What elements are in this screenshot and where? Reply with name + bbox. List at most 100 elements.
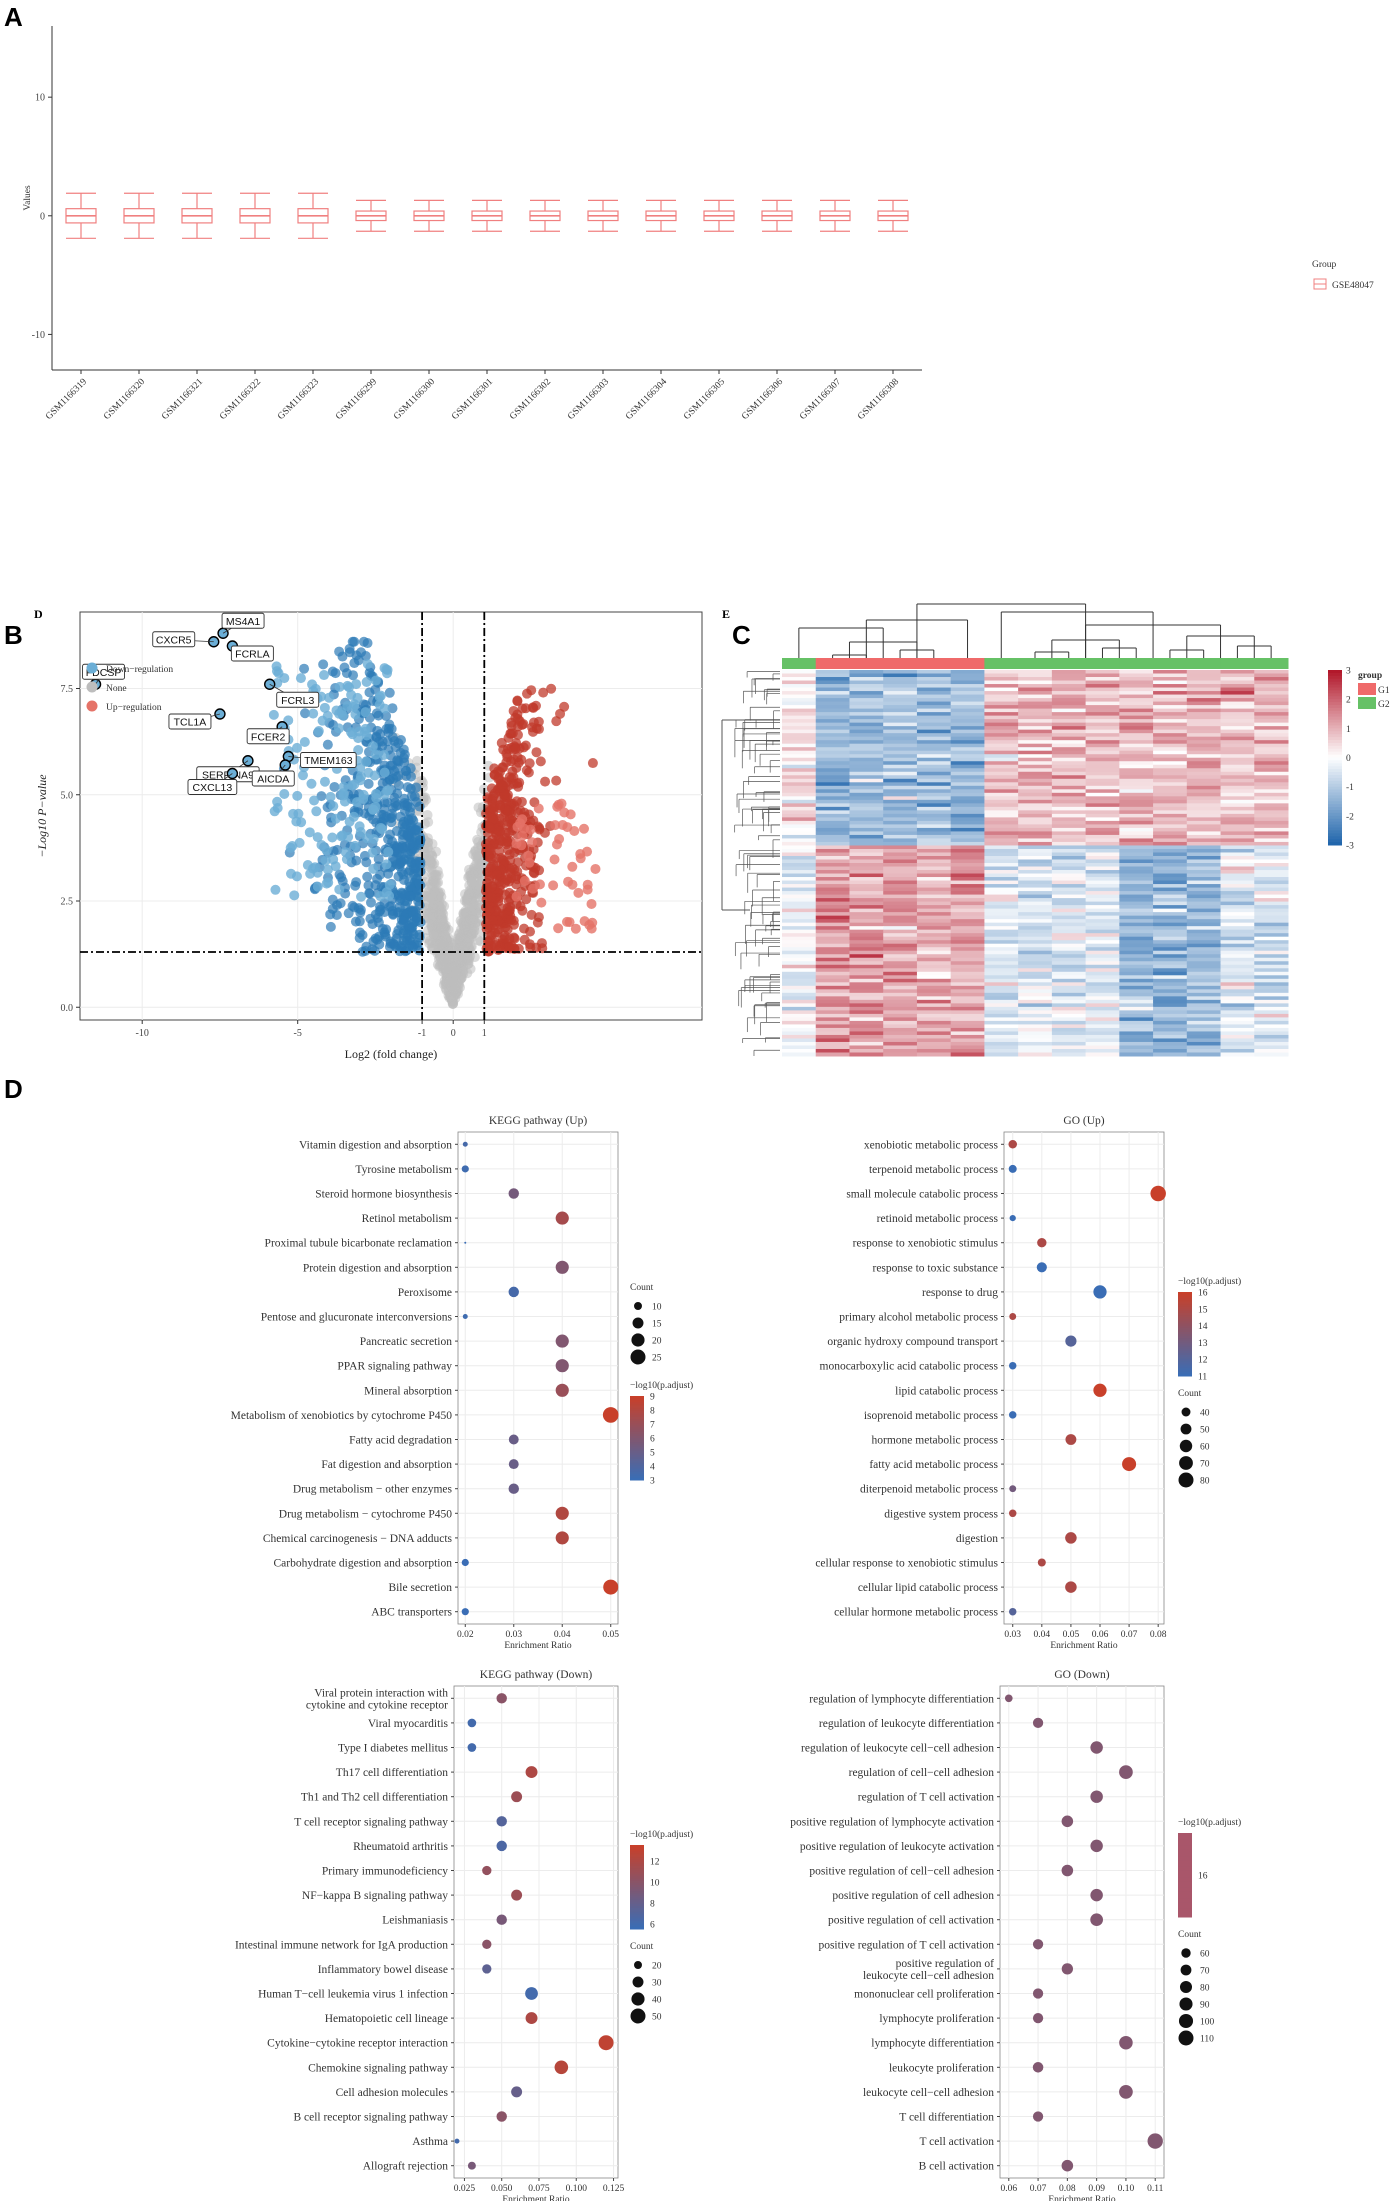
heatmap-cell: [883, 859, 918, 864]
heatmap-cell: [1085, 799, 1120, 804]
heatmap-cell: [782, 740, 817, 745]
heatmap-cell: [849, 901, 884, 906]
category-label: Tyrosine metabolism: [355, 1164, 452, 1176]
heatmap-cell: [815, 708, 850, 713]
category-label: retinoid metabolic process: [877, 1213, 999, 1225]
heatmap-cell: [782, 877, 817, 882]
heatmap-cell: [883, 708, 918, 713]
heatmap-cell: [849, 743, 884, 748]
heatmap-cell: [1220, 701, 1255, 706]
heatmap-cell: [782, 919, 817, 924]
heatmap-cell: [1051, 701, 1087, 706]
heatmap-cell: [1153, 1031, 1188, 1036]
heatmap-cell: [1153, 1017, 1188, 1022]
heatmap-cell: [883, 985, 918, 990]
point-up: [517, 905, 528, 916]
x-tick-label: 0.11: [1147, 2184, 1164, 2194]
heatmap-cell: [1220, 940, 1255, 945]
heatmap-cell: [984, 694, 1019, 699]
panel-letter-a: A: [4, 2, 23, 32]
heatmap-cell: [782, 999, 817, 1004]
heatmap-cell: [1153, 989, 1188, 994]
heatmap-cell: [883, 912, 918, 917]
heatmap-cell: [1186, 715, 1222, 720]
heatmap-cell: [916, 757, 952, 762]
heatmap-cell: [815, 1013, 850, 1018]
category-label: terpenoid metabolic process: [869, 1164, 999, 1176]
heatmap-cell: [1051, 855, 1087, 860]
heatmap-cell: [782, 782, 817, 787]
heatmap-cell: [849, 715, 884, 720]
point-up: [559, 701, 570, 712]
dot-drug-metabolism-−-other-enzymes: [508, 1483, 519, 1494]
heatmap-cell: [1051, 901, 1087, 906]
heatmap-cell: [1220, 778, 1255, 783]
heatmap-cell: [1220, 824, 1255, 829]
size-legend-label: 15: [652, 1320, 662, 1330]
dot-chemical-carcinogenesis-−-dna-adducts: [555, 1531, 569, 1545]
legend-key: [86, 681, 98, 693]
legend-label: Up−regulation: [106, 703, 162, 713]
group-bar-cell: [1186, 658, 1222, 669]
heatmap-cell: [950, 873, 985, 878]
point-down: [321, 845, 332, 856]
point-down: [318, 670, 329, 681]
heatmap-cell: [984, 996, 1019, 1001]
dot-th17-cell-differentiation: [525, 1766, 538, 1779]
heatmap-cell: [782, 870, 817, 875]
heatmap-cell: [1254, 884, 1289, 889]
scale-step: [1328, 818, 1342, 823]
dot-response-to-xenobiotic-stimulus: [1037, 1238, 1047, 1248]
heatmap-cell: [815, 757, 850, 762]
category-label: T cell receptor signaling pathway: [294, 1816, 448, 1828]
heatmap-cell: [916, 863, 952, 868]
heatmap-cell: [1220, 698, 1255, 703]
dot-type-i-diabetes-mellitus: [467, 1743, 477, 1752]
heatmap-cell: [849, 898, 884, 903]
heatmap-cell: [1018, 884, 1053, 889]
heatmap-cell: [984, 950, 1019, 955]
heatmap-cell: [849, 736, 884, 741]
heatmap-cell: [1018, 810, 1053, 815]
heatmap-cell: [782, 1013, 817, 1018]
point-none: [469, 952, 480, 963]
point-up: [501, 748, 512, 759]
point-down: [355, 771, 366, 782]
heatmap-cell: [782, 708, 817, 713]
heatmap-cell: [1018, 1038, 1053, 1043]
heatmap-cell: [1051, 729, 1087, 734]
heatmap-cell: [1153, 806, 1188, 811]
heatmap-cell: [1085, 1003, 1120, 1008]
heatmap-cell: [1085, 985, 1120, 990]
category-label: Asthma: [412, 2136, 448, 2148]
category-label: response to toxic substance: [872, 1262, 998, 1274]
heatmap-cell: [1220, 820, 1255, 825]
point-none: [430, 869, 441, 880]
heatmap-cell: [1051, 975, 1087, 980]
heatmap-cell: [1085, 908, 1120, 913]
heatmap-cell: [1085, 1024, 1120, 1029]
heatmap-cell: [916, 1003, 952, 1008]
heatmap-cell: [1051, 775, 1087, 780]
point-down: [329, 781, 340, 792]
heatmap-cell: [1220, 1041, 1255, 1046]
heatmap-cell: [1119, 884, 1154, 889]
heatmap-cell: [883, 926, 918, 931]
heatmap-cell: [950, 708, 985, 713]
scale-step: [1328, 789, 1342, 793]
heatmap-cell: [1051, 933, 1087, 938]
point-up: [586, 898, 597, 909]
heatmap-cell: [1119, 792, 1154, 797]
heatmap-cell: [883, 999, 918, 1004]
point-down: [354, 821, 365, 832]
heatmap-cell: [782, 810, 817, 815]
heatmap-cell: [1051, 848, 1087, 853]
heatmap-cell: [950, 792, 985, 797]
point-down: [320, 855, 331, 866]
heatmap-cell: [916, 733, 952, 738]
point-down: [354, 916, 365, 927]
point-down: [327, 832, 338, 843]
point-down: [365, 897, 376, 908]
heatmap-cell: [883, 964, 918, 969]
heatmap-cell: [984, 1031, 1019, 1036]
